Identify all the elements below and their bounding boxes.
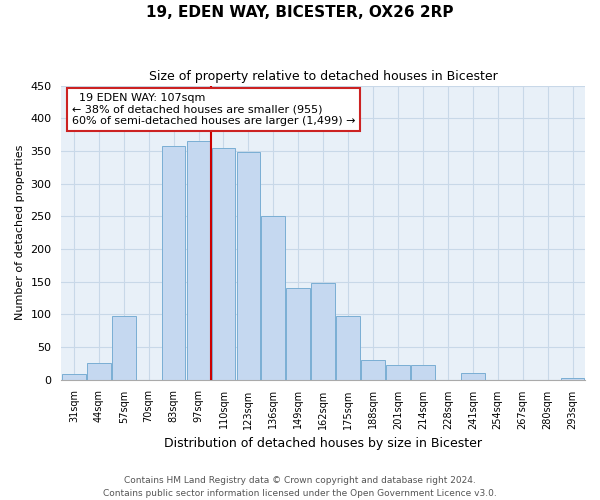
Text: 19 EDEN WAY: 107sqm
← 38% of detached houses are smaller (955)
60% of semi-detac: 19 EDEN WAY: 107sqm ← 38% of detached ho…: [72, 93, 355, 126]
X-axis label: Distribution of detached houses by size in Bicester: Distribution of detached houses by size …: [164, 437, 482, 450]
Bar: [87, 363, 110, 380]
Text: Contains HM Land Registry data © Crown copyright and database right 2024.
Contai: Contains HM Land Registry data © Crown c…: [103, 476, 497, 498]
Text: 19, EDEN WAY, BICESTER, OX26 2RP: 19, EDEN WAY, BICESTER, OX26 2RP: [146, 5, 454, 20]
Bar: [112, 316, 136, 380]
Bar: [236, 152, 260, 380]
Bar: [62, 374, 86, 380]
Bar: [560, 378, 584, 380]
Bar: [262, 216, 285, 380]
Bar: [162, 146, 185, 380]
Bar: [386, 365, 410, 380]
Y-axis label: Number of detached properties: Number of detached properties: [15, 145, 25, 320]
Bar: [187, 141, 211, 380]
Bar: [361, 360, 385, 380]
Bar: [336, 316, 360, 380]
Bar: [286, 288, 310, 380]
Bar: [461, 373, 485, 380]
Bar: [411, 365, 435, 380]
Title: Size of property relative to detached houses in Bicester: Size of property relative to detached ho…: [149, 70, 497, 83]
Bar: [212, 148, 235, 380]
Bar: [311, 283, 335, 380]
